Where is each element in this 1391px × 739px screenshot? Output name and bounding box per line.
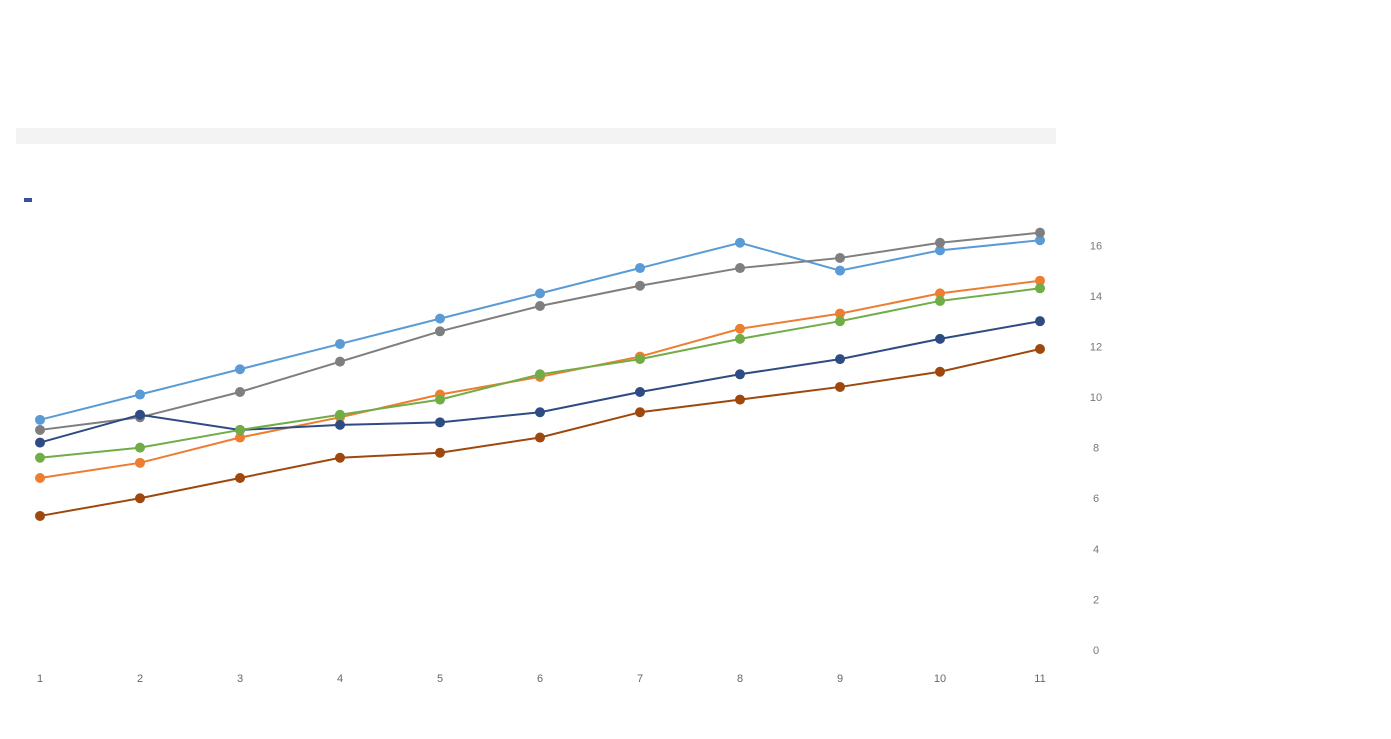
series-6-point <box>1035 344 1045 354</box>
x-tick-label: 7 <box>637 673 643 685</box>
x-tick-label: 5 <box>437 673 443 685</box>
series-line-2 <box>39 231 1041 431</box>
series-2-point <box>335 356 345 367</box>
series-3-point <box>735 323 745 334</box>
x-tick-label: 4 <box>337 673 343 685</box>
y-tick-label: 14 <box>1090 291 1102 303</box>
series-2-point <box>535 301 545 311</box>
series-5-point <box>735 333 745 344</box>
x-tick-label: 11 <box>1034 673 1045 685</box>
series-2-point <box>735 263 745 274</box>
series-1-point <box>235 364 245 375</box>
y-tick-label: 2 <box>1093 594 1099 606</box>
y-tick-label: 8 <box>1093 443 1099 455</box>
series-6-point <box>135 493 145 504</box>
series-4-point <box>35 437 45 448</box>
series-5-point <box>1035 283 1045 294</box>
series-3-point <box>35 473 45 483</box>
series-3-point <box>235 432 245 443</box>
y-tick-label: 6 <box>1093 493 1099 505</box>
series-1-point <box>835 265 845 276</box>
series-5-point <box>535 369 545 380</box>
series-4-point <box>535 407 545 418</box>
chart-subtitle <box>16 128 1056 144</box>
series-2-point <box>35 424 45 435</box>
series-6-point <box>735 394 745 405</box>
series-1-point <box>335 338 345 349</box>
series-4-point <box>835 354 845 365</box>
x-tick-label: 6 <box>537 673 543 685</box>
series-6-point <box>335 452 345 463</box>
series-6-point <box>435 447 445 458</box>
series-1-point <box>935 245 945 256</box>
x-tick-label: 1 <box>37 673 43 685</box>
series-2-point <box>235 387 245 397</box>
series-6-point <box>635 407 645 418</box>
series-2-point <box>635 280 645 291</box>
series-2-point <box>1035 227 1045 238</box>
y-tick-label: 0 <box>1093 645 1099 657</box>
series-1-point <box>635 263 645 274</box>
series-1-point <box>535 288 545 299</box>
series-5-point <box>935 295 945 306</box>
series-4-point <box>935 333 945 344</box>
y-tick-label: 4 <box>1093 544 1099 556</box>
series-5-point <box>135 442 145 453</box>
series-1-point <box>35 414 45 425</box>
series-1-point <box>135 389 145 400</box>
series-5-point <box>235 424 245 435</box>
x-tick-label: 8 <box>737 673 743 685</box>
series-1-point <box>735 237 745 248</box>
series-1-point <box>1035 235 1045 246</box>
series-4-point <box>1035 316 1045 327</box>
series-4-point <box>335 419 345 430</box>
x-tick-label: 3 <box>237 673 243 685</box>
series-6-point <box>35 510 45 521</box>
y-tick-label: 10 <box>1090 392 1102 404</box>
series-5-point <box>635 354 645 365</box>
y-tick-label: 12 <box>1090 341 1102 353</box>
series-4-point <box>735 369 745 380</box>
series-3-point <box>1035 275 1045 286</box>
dataset-value-badge <box>24 198 32 202</box>
series-5-point <box>835 316 845 327</box>
series-2-point <box>835 252 845 263</box>
series-1-point <box>435 313 445 324</box>
series-3-point <box>835 308 845 319</box>
x-tick-label: 9 <box>837 673 843 685</box>
series-2-point <box>435 326 445 337</box>
series-4-point <box>635 387 645 397</box>
dataset-label <box>18 191 32 205</box>
series-4-point <box>135 409 145 420</box>
series-3-point <box>935 288 945 299</box>
series-6-point <box>535 432 545 443</box>
series-6-point <box>835 381 845 392</box>
series-3-point <box>135 457 145 468</box>
series-4-point <box>435 417 445 428</box>
x-tick-label: 2 <box>137 673 143 685</box>
series-5-point <box>435 394 445 405</box>
series-5-point <box>335 409 345 420</box>
x-tick-label: 10 <box>934 673 946 685</box>
series-6-point <box>235 473 245 483</box>
y-tick-label: 16 <box>1090 240 1102 252</box>
series-2-point <box>935 237 945 248</box>
series-5-point <box>35 452 45 463</box>
series-line-1 <box>39 239 1041 421</box>
series-6-point <box>935 366 945 377</box>
